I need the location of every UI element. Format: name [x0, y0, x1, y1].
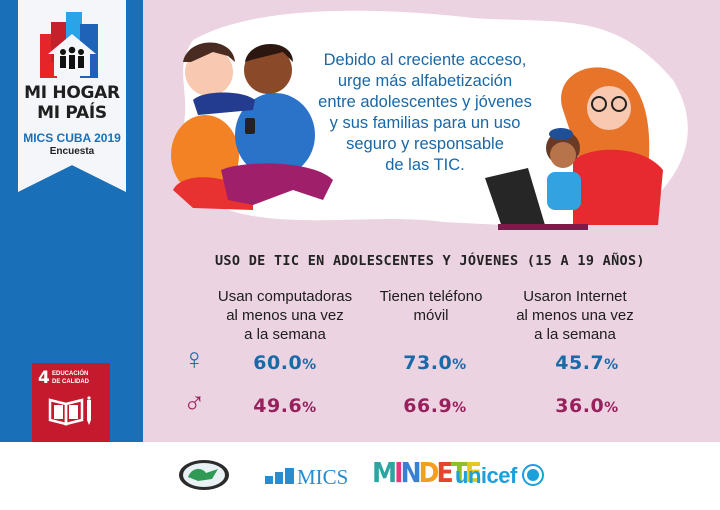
value-number: 36.0: [555, 395, 605, 417]
banner-subtitle-encuesta: Encuesta: [49, 146, 95, 157]
sdg-4-badge: 4 EDUCACIÓN DE CALIDAD: [32, 363, 110, 442]
child-illustration: [546, 128, 581, 210]
column-header-line: al menos una vez: [516, 307, 634, 324]
unicef-logo-text: unicef: [455, 463, 517, 488]
value-number: 49.6: [253, 395, 303, 417]
banner-title-line1: MI HOGAR: [24, 83, 120, 103]
teen-boy-2-illustration: [193, 44, 333, 205]
female-icon: ♀: [183, 343, 206, 376]
mics-logo: MICS: [265, 465, 348, 490]
column-header-line: Tienen teléfono: [379, 288, 483, 305]
sdg-number: 4: [38, 368, 50, 388]
percent-sign: %: [604, 400, 619, 416]
mother-illustration: [561, 67, 663, 225]
mics-bars-icon: [265, 468, 294, 484]
column-header-mobile: Tienen teléfono móvil: [371, 287, 491, 325]
quote-line: de las TIC.: [385, 156, 465, 174]
column-header-line: móvil: [413, 307, 449, 324]
book-pencil-icon: [48, 396, 91, 426]
sdg-label: EDUCACIÓN DE CALIDAD: [52, 370, 89, 386]
quote-line: entre adolescentes y jóvenes: [318, 93, 532, 111]
banner-subtitle: MICS CUBA 2019: [23, 131, 121, 145]
percent-sign: %: [302, 400, 317, 416]
quote-line: Debido al creciente acceso,: [323, 51, 527, 69]
male-computer-value: 49.6%: [225, 395, 345, 417]
quote-line: y sus familias para un uso: [329, 114, 521, 132]
mics-banner: MI HOGAR MI PAÍS MICS CUBA 2019 Encuesta: [18, 0, 126, 192]
quote-line: seguro y responsable: [346, 135, 504, 153]
percent-sign: %: [302, 357, 317, 373]
footer-logos: [0, 442, 720, 510]
quote-text: Debido al creciente acceso, urge más alf…: [291, 50, 559, 176]
unicef-globe-icon: [522, 464, 545, 486]
column-header-internet: Usaron Internet al menos una vez a la se…: [505, 287, 645, 344]
value-number: 60.0: [253, 352, 303, 374]
sidebar: MI HOGAR MI PAÍS MICS CUBA 2019 Encuesta…: [0, 0, 143, 442]
banner-title-line2: MI PAÍS: [37, 103, 107, 123]
column-header-line: a la semana: [244, 326, 326, 343]
percent-sign: %: [604, 357, 619, 373]
male-icon: ♂: [183, 386, 206, 419]
male-internet-value: 36.0%: [527, 395, 647, 417]
teen-boy-illustration: [171, 42, 253, 210]
main-panel: Debido al creciente acceso, urge más alf…: [143, 0, 720, 442]
sdg-label-line2: DE CALIDAD: [52, 379, 89, 385]
mindete-logo: MINDETE: [372, 456, 482, 489]
male-mobile-value: 66.9%: [375, 395, 495, 417]
value-number: 73.0: [403, 352, 453, 374]
mics-logo-text: MICS: [297, 465, 349, 489]
column-header-computers: Usan computadoras al menos una vez a la …: [215, 287, 355, 344]
column-header-line: al menos una vez: [226, 307, 344, 324]
column-header-line: a la semana: [534, 326, 616, 343]
mi-hogar-logo-icon: [40, 12, 98, 78]
sdg-label-line1: EDUCACIÓN: [52, 371, 89, 377]
onei-logo-icon: [179, 460, 229, 490]
unicef-logo: unicef: [455, 463, 545, 489]
section-title: USO DE TIC EN ADOLESCENTES Y JÓVENES (15…: [215, 253, 645, 269]
female-internet-value: 45.7%: [527, 352, 647, 374]
value-number: 66.9: [403, 395, 453, 417]
female-computer-value: 60.0%: [225, 352, 345, 374]
percent-sign: %: [452, 400, 467, 416]
column-header-line: Usaron Internet: [523, 288, 627, 305]
laptop-illustration: [485, 168, 588, 230]
female-mobile-value: 73.0%: [375, 352, 495, 374]
percent-sign: %: [452, 357, 467, 373]
column-header-line: Usan computadoras: [217, 288, 353, 305]
illustration-background: [171, 10, 688, 230]
quote-line: urge más alfabetización: [337, 72, 513, 90]
value-number: 45.7: [555, 352, 605, 374]
